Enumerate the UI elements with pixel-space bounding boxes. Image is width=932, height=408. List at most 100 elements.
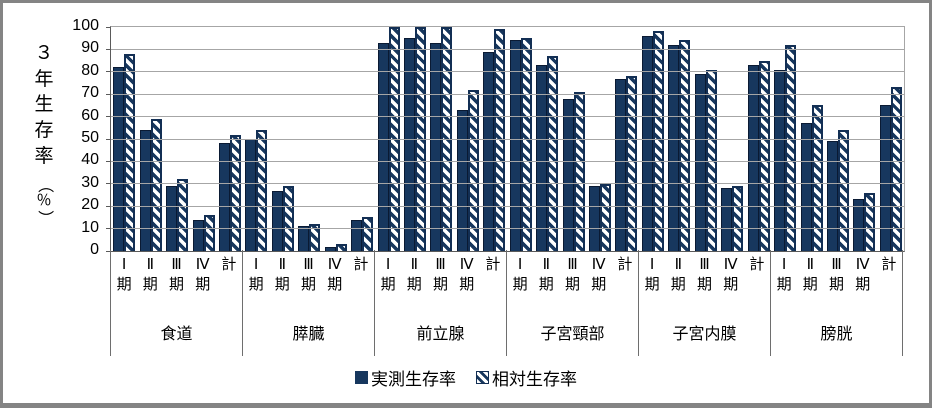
group-label: 食道 — [160, 326, 193, 343]
bar-observed-g4-c4 — [747, 65, 759, 251]
bar-relative-g5-c3 — [864, 192, 876, 251]
bar-observed-g5-c0 — [774, 69, 786, 251]
category-5-2 — [825, 130, 851, 251]
stage-label: 計 — [485, 256, 501, 273]
bar-observed-g1-c4 — [351, 219, 363, 251]
bar-observed-g0-c0 — [113, 67, 125, 251]
category-0-0 — [111, 53, 137, 251]
gridline — [111, 138, 904, 140]
bar-observed-g0-c2 — [166, 186, 178, 251]
category-0-1 — [137, 118, 163, 251]
bar-observed-g1-c3 — [324, 246, 336, 251]
bar-observed-g1-c0 — [245, 139, 257, 251]
bar-observed-g4-c0 — [641, 35, 653, 251]
legend-item-relative[interactable]: 相対生存率 — [476, 365, 577, 390]
bar-relative-g3-c0 — [520, 38, 532, 251]
bar-group-3 — [508, 27, 640, 251]
group-label-block-1: Ⅰ 期 Ⅱ 期 Ⅲ 期 Ⅳ 期計膵臓 — [242, 250, 374, 356]
y-tick-label: 30 — [81, 173, 99, 191]
bar-relative-g5-c0 — [785, 44, 797, 251]
category-1-0 — [243, 130, 269, 251]
bar-relative-g5-c2 — [837, 130, 849, 251]
legend: 実測生存率 相対生存率 — [3, 365, 929, 390]
bar-relative-g1-c1 — [282, 186, 294, 251]
bar-group-5 — [772, 27, 904, 251]
bar-relative-g1-c3 — [335, 244, 347, 251]
gridline — [111, 71, 904, 73]
gridline — [111, 48, 904, 50]
group-label: 子宮内膜 — [672, 326, 737, 343]
plot-area — [106, 26, 905, 252]
stage-label: 計 — [617, 256, 633, 273]
y-axis-tick — [106, 250, 110, 252]
category-5-3 — [851, 192, 877, 251]
category-5-1 — [798, 105, 824, 251]
gridline — [111, 205, 904, 207]
bar-observed-g2-c2 — [430, 42, 442, 251]
y-axis-tick — [106, 205, 110, 207]
group-label: 膵臓 — [292, 326, 325, 343]
y-axis-title-char: ％ — [36, 192, 52, 210]
stage-label: 計 — [749, 256, 765, 273]
y-axis-tick — [106, 71, 110, 73]
bar-relative-g5-c4 — [890, 87, 902, 251]
y-axis-tick-labels: 0 10 20 30 40 50 60 70 80 90 100 — [43, 17, 103, 258]
gridline — [111, 160, 904, 162]
legend-label-relative: 相対生存率 — [492, 370, 577, 389]
group-label-block-2: Ⅰ 期 Ⅱ 期 Ⅲ 期 Ⅳ 期計前立腺 — [374, 250, 506, 356]
y-tick-label: 100 — [72, 17, 99, 34]
bar-relative-g3-c1 — [547, 56, 559, 251]
category-2-3 — [455, 89, 481, 251]
category-1-3 — [322, 244, 348, 251]
bar-observed-g5-c4 — [879, 105, 891, 251]
group-label: 前立腺 — [416, 326, 465, 343]
y-axis-tick — [106, 48, 110, 50]
bar-group-4 — [640, 27, 772, 251]
bar-relative-g1-c2 — [309, 224, 321, 251]
bar-relative-g0-c1 — [150, 118, 162, 251]
y-axis-title-char: 生 — [34, 94, 54, 116]
y-tick-label: 80 — [81, 61, 99, 79]
group-label-block-4: Ⅰ 期 Ⅱ 期 Ⅲ 期 Ⅳ 期計子宮内膜 — [638, 250, 770, 356]
legend-swatch-observed-icon — [355, 371, 368, 384]
gridline — [111, 116, 904, 118]
bar-observed-g2-c4 — [483, 51, 495, 251]
category-axis: Ⅰ 期 Ⅱ 期 Ⅲ 期 Ⅳ 期計食道 Ⅰ 期 Ⅱ 期 Ⅲ 期 Ⅳ 期計膵臓 Ⅰ 期 Ⅱ 期 Ⅲ 期 Ⅳ 期計前立腺 Ⅰ 期 Ⅱ 期 Ⅲ 期… — [110, 250, 903, 356]
bar-observed-g2-c3 — [456, 109, 468, 251]
bar-observed-g5-c2 — [826, 141, 838, 251]
y-axis-title: ３ 年生存率（％） — [29, 41, 59, 226]
category-0-4 — [217, 134, 243, 251]
bar-relative-g3-c3 — [600, 183, 612, 251]
y-axis-tick — [106, 183, 110, 185]
y-axis-tick — [106, 138, 110, 140]
group-label-block-0: Ⅰ 期 Ⅱ 期 Ⅲ 期 Ⅳ 期計食道 — [110, 250, 242, 356]
bar-observed-g4-c1 — [668, 44, 680, 251]
y-axis-tick — [106, 116, 110, 118]
y-axis-tick — [106, 93, 110, 95]
category-5-4 — [878, 87, 904, 251]
legend-item-observed[interactable]: 実測生存率 — [355, 365, 456, 390]
y-tick-label: 90 — [81, 39, 99, 57]
bar-relative-g3-c2 — [573, 91, 585, 251]
y-tick-label: 0 — [90, 241, 99, 258]
bar-group-1 — [243, 27, 375, 251]
bar-relative-g4-c4 — [758, 60, 770, 251]
legend-label-observed: 実測生存率 — [371, 370, 456, 389]
y-tick-label: 70 — [81, 84, 99, 102]
stage-label: 計 — [353, 256, 369, 273]
y-axis-tick — [106, 26, 110, 28]
